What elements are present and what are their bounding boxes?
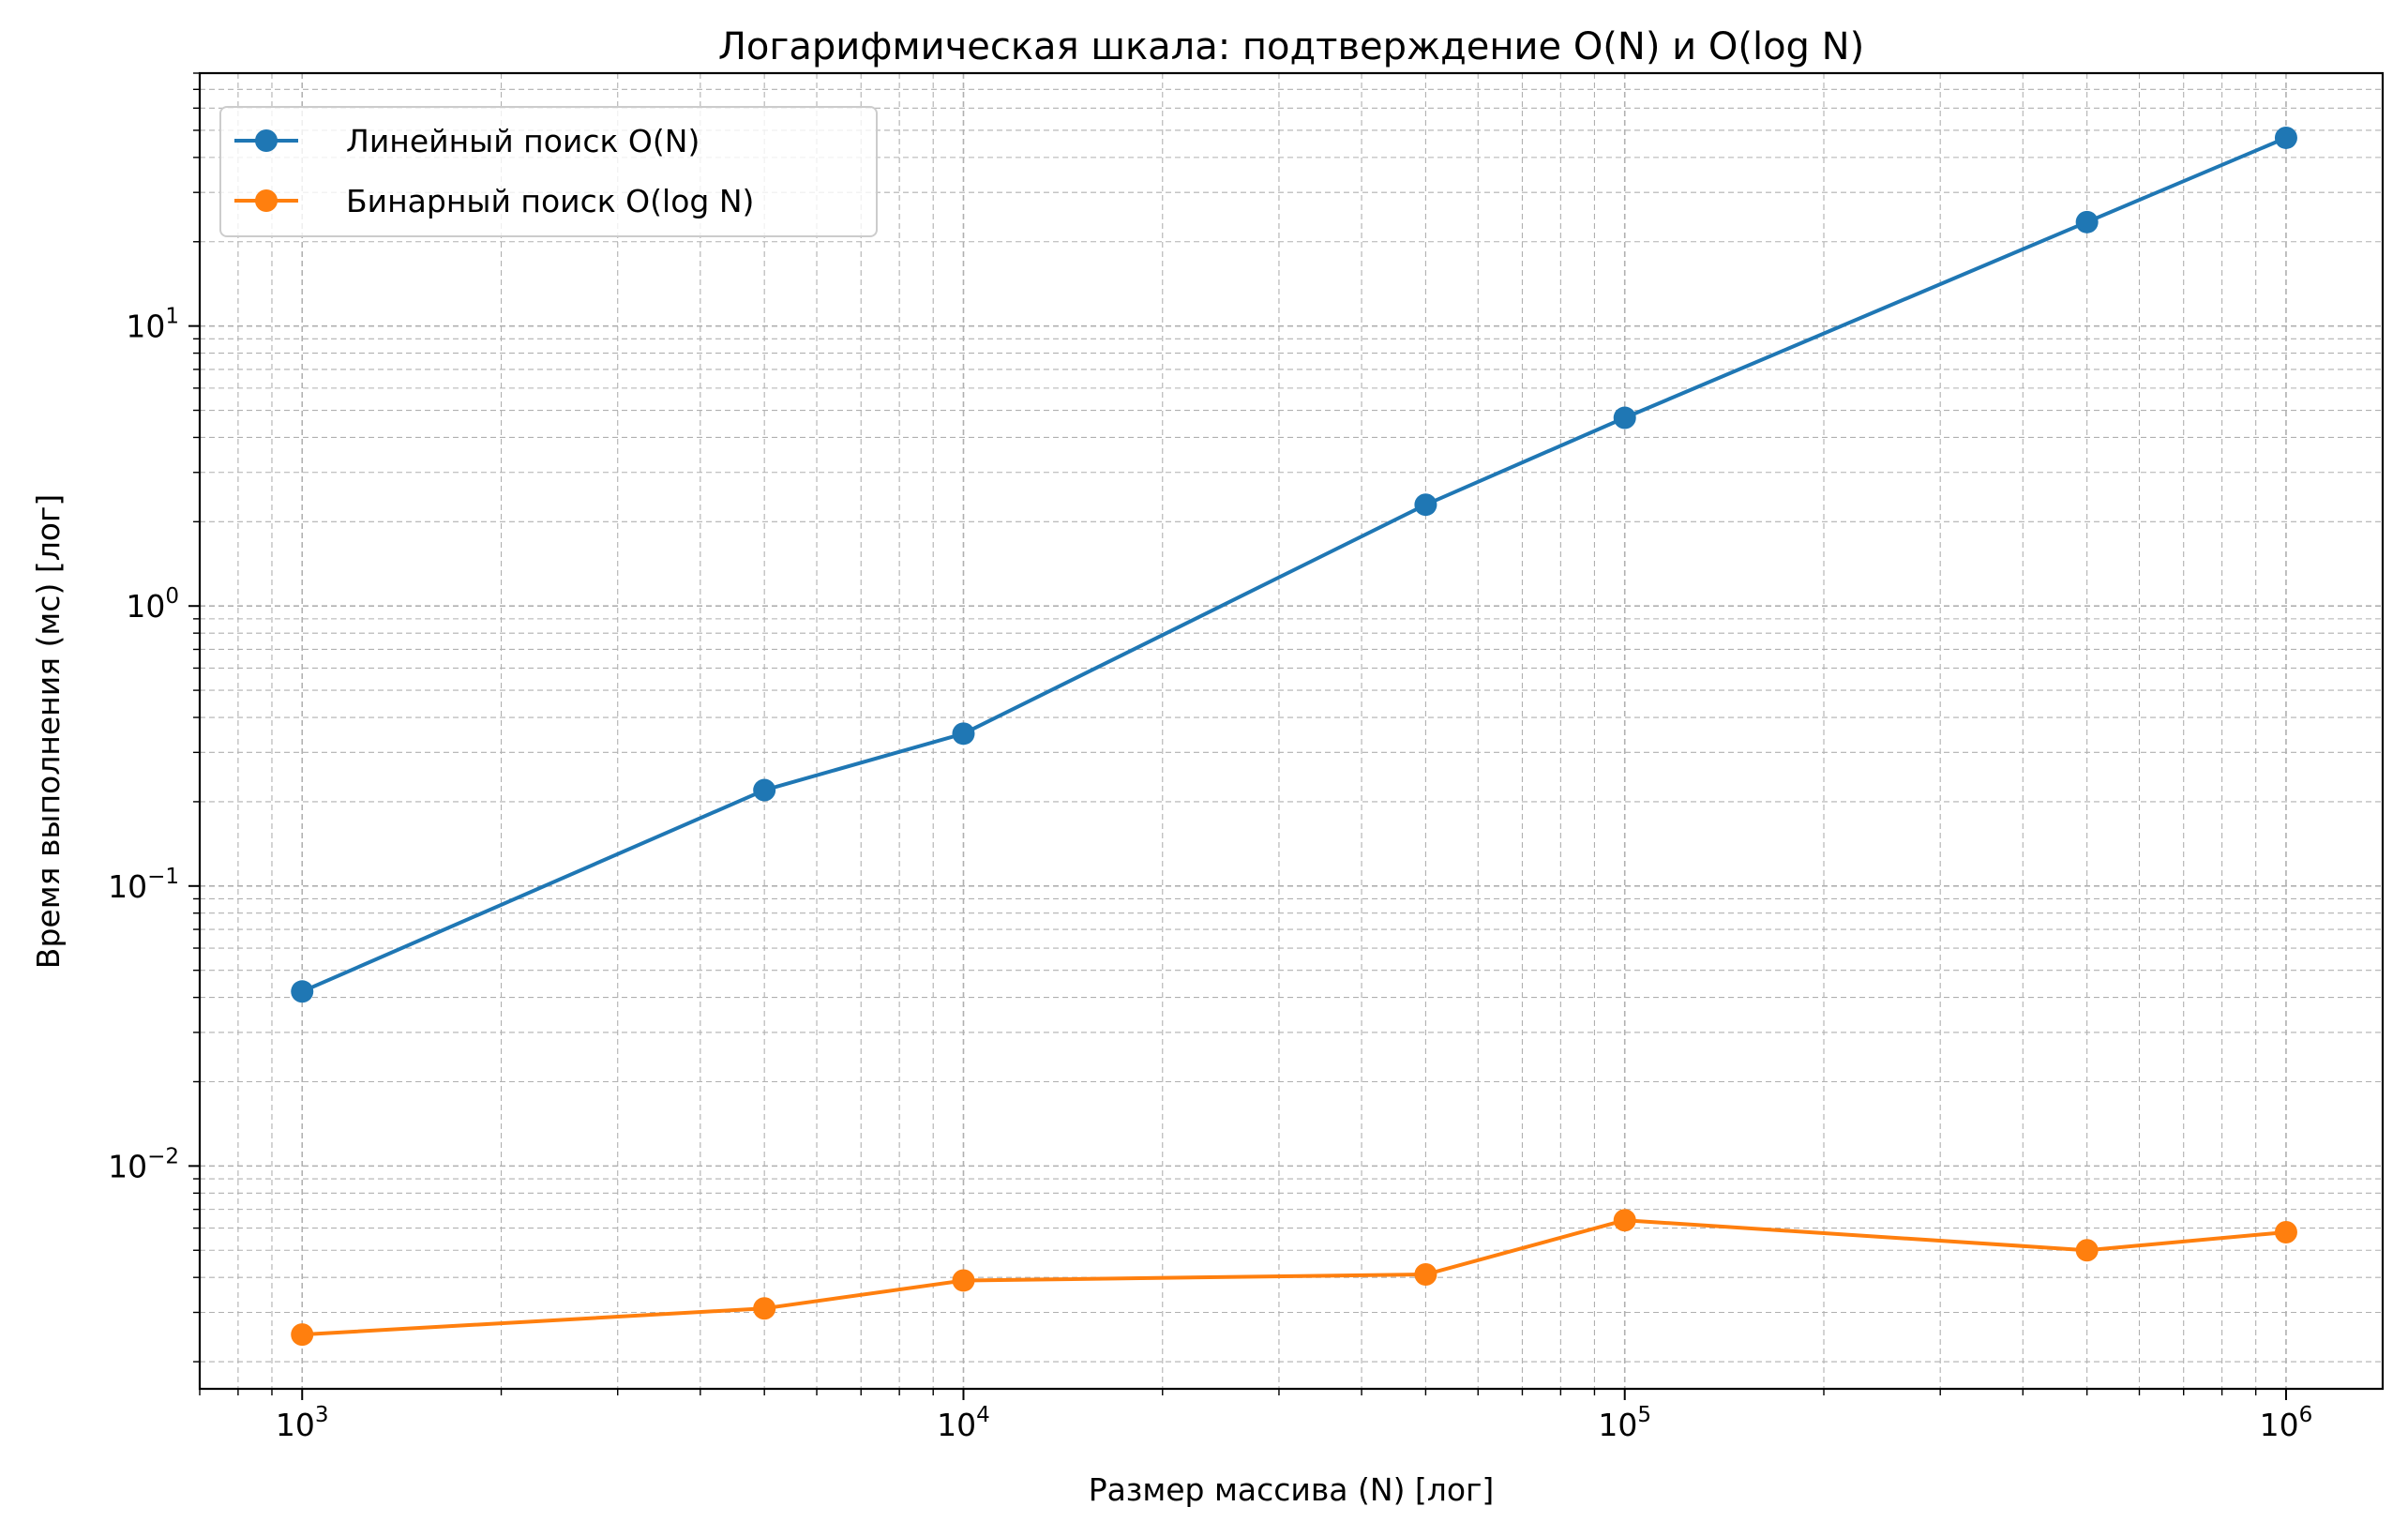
legend: Линейный поиск O(N) Бинарный поиск O(log… xyxy=(219,106,878,237)
legend-marker-linear xyxy=(255,129,278,152)
data-point-0 xyxy=(1414,493,1437,517)
legend-box xyxy=(219,106,878,237)
plot-frame xyxy=(198,71,2385,1391)
data-point-1 xyxy=(2075,1239,2099,1262)
x-axis-label: Размер массива (N) [лог] xyxy=(1089,1471,1495,1508)
y-tick-label: 10−1 xyxy=(108,865,179,905)
data-point-1 xyxy=(1613,1209,1636,1232)
y-axis-label: Время выполнения (мс) [лог] xyxy=(30,494,67,969)
chart-title: Логарифмическая шкала: подтверждение O(N… xyxy=(718,25,1864,68)
data-point-1 xyxy=(952,1269,975,1292)
data-point-0 xyxy=(1613,406,1636,429)
data-point-0 xyxy=(2075,210,2099,234)
data-point-1 xyxy=(2274,1221,2297,1244)
tick-labels: 103 104 105 106 10−2 10−1 100 101 xyxy=(108,305,2312,1443)
legend-marker-binary xyxy=(255,189,278,212)
x-tick-label: 105 xyxy=(1598,1403,1651,1443)
x-tick-label: 106 xyxy=(2260,1403,2313,1443)
y-tick-label: 10−2 xyxy=(108,1144,179,1184)
data-point-0 xyxy=(2274,126,2297,149)
x-tick-label: 103 xyxy=(276,1403,329,1443)
legend-label-linear: Линейный поиск O(N) xyxy=(346,123,700,159)
y-tick-label: 100 xyxy=(126,584,179,625)
data-point-0 xyxy=(753,778,776,802)
data-point-1 xyxy=(291,1323,314,1347)
series-layer xyxy=(291,126,2297,1347)
ticks xyxy=(188,72,2287,1400)
data-point-0 xyxy=(291,980,314,1003)
legend-label-binary: Бинарный поиск O(log N) xyxy=(346,183,754,219)
grid xyxy=(199,72,2383,1389)
data-point-1 xyxy=(753,1297,776,1320)
data-point-1 xyxy=(1414,1262,1437,1286)
x-tick-label: 104 xyxy=(937,1403,990,1443)
data-point-0 xyxy=(952,722,975,746)
y-tick-label: 101 xyxy=(126,305,179,345)
